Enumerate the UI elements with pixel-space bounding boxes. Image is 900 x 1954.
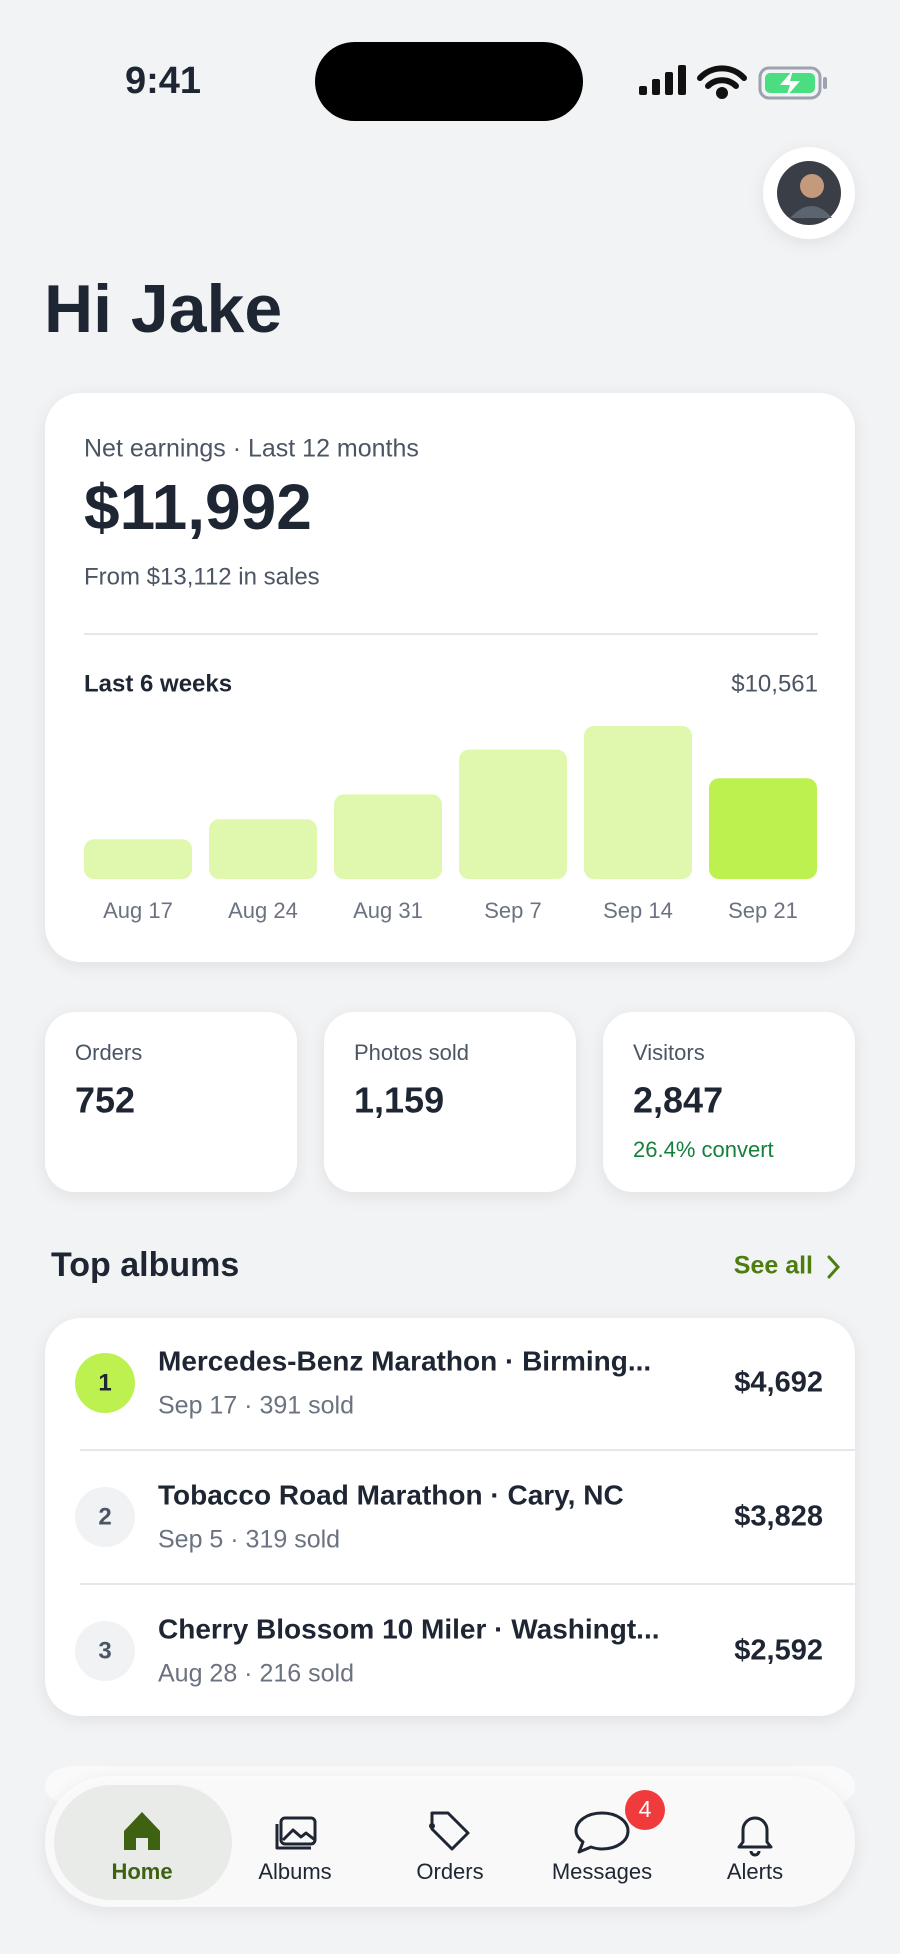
bar	[709, 778, 817, 879]
stat-card	[324, 1012, 576, 1192]
bar-label: Aug 24	[228, 898, 298, 923]
tab-label: Home	[111, 1859, 172, 1884]
sales-note: From $13,112 in sales	[84, 563, 320, 590]
greeting: Hi Jake	[44, 271, 282, 347]
stat-value: 752	[75, 1080, 135, 1121]
tag-hole	[429, 1823, 435, 1829]
chevron-icon	[827, 1255, 841, 1279]
bar	[584, 726, 692, 879]
tab-label: Messages	[552, 1859, 652, 1884]
bar	[334, 794, 442, 879]
home-icon	[124, 1812, 160, 1850]
alerts-icon	[737, 1816, 773, 1857]
bar-label: Aug 31	[353, 898, 423, 923]
bar-label: Sep 14	[603, 898, 673, 923]
see-all-text: See all	[734, 1252, 813, 1280]
section-title: Top albums	[51, 1246, 239, 1284]
stat-label: Photos sold	[354, 1040, 469, 1065]
avatar-button[interactable]	[763, 147, 855, 239]
bar	[209, 819, 317, 879]
bar	[459, 749, 567, 879]
rank-badge	[75, 1487, 135, 1547]
tab-item[interactable]: Alerts	[685, 1790, 825, 1900]
album-row[interactable]: 3 Cherry Blossom 10 Miler · Washingt... Au…	[75, 1583, 855, 1688]
dynamic-island	[315, 42, 583, 121]
tab-item[interactable]: Messages	[532, 1790, 672, 1900]
stat-label: Visitors	[633, 1040, 705, 1065]
tab-label: Albums	[258, 1859, 331, 1884]
album-amount: $2,592	[734, 1635, 823, 1667]
messages-icon	[574, 1811, 630, 1854]
tab-label: Orders	[416, 1859, 483, 1884]
album-amount: $3,828	[734, 1501, 823, 1533]
chart-title: Last 6 weeks	[84, 670, 232, 697]
rank-badge	[75, 1353, 135, 1413]
wifi-icon	[697, 65, 747, 99]
rank-number: 3	[98, 1637, 111, 1664]
bar-label: Sep 7	[484, 898, 542, 923]
stat-card	[45, 1012, 297, 1192]
album-title: Mercedes-Benz Marathon · Birming...	[158, 1345, 651, 1376]
rank-badge	[75, 1621, 135, 1681]
bar-label: Aug 17	[103, 898, 173, 923]
tab-label: Alerts	[727, 1859, 783, 1884]
rank-number: 2	[98, 1503, 111, 1530]
active-tab-pill	[54, 1785, 232, 1900]
albums-card	[45, 1318, 855, 1716]
album-subtitle: Aug 28 · 216 sold	[158, 1660, 354, 1688]
album-subtitle: Sep 17 · 391 sold	[158, 1392, 354, 1420]
badge	[625, 1790, 665, 1830]
stat-value: 2,847	[633, 1080, 723, 1121]
bar	[84, 839, 192, 879]
album-title: Cherry Blossom 10 Miler · Washingt...	[158, 1613, 660, 1644]
earnings-label: Net earnings · Last 12 months	[84, 435, 419, 463]
stat-note: 26.4% convert	[633, 1137, 774, 1162]
album-amount: $4,692	[734, 1367, 823, 1399]
status-time: 9:41	[125, 60, 201, 102]
tab-item[interactable]: Home	[72, 1790, 212, 1900]
album-row[interactable]: 1 Mercedes-Benz Marathon · Birming... Sep …	[75, 1345, 823, 1420]
album-subtitle: Sep 5 · 319 sold	[158, 1526, 340, 1554]
stat-value: 1,159	[354, 1080, 444, 1121]
stat-label: Orders	[75, 1040, 142, 1065]
album-title: Tobacco Road Marathon · Cary, NC	[158, 1479, 624, 1510]
albums-icon	[275, 1816, 317, 1850]
stat-card	[603, 1012, 855, 1192]
tab-item[interactable]: Orders	[380, 1790, 520, 1900]
chart-total: $10,561	[731, 670, 818, 697]
battery-icon	[758, 66, 827, 100]
badge-count: 4	[639, 1796, 652, 1822]
signal-icon	[639, 65, 686, 95]
tab-item[interactable]: Albums	[225, 1790, 365, 1900]
earnings-amount: $11,992	[84, 471, 312, 543]
album-row[interactable]: 2 Tobacco Road Marathon · Cary, NC Sep 5 ·…	[75, 1449, 855, 1554]
see-all-link[interactable]: See all	[734, 1252, 841, 1280]
bar-label: Sep 21	[728, 898, 798, 923]
rank-number: 1	[98, 1369, 111, 1396]
